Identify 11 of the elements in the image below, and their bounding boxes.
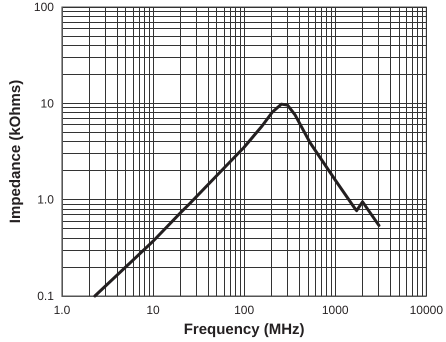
y-tick-label: 100 xyxy=(34,0,54,14)
x-tick-label: 10000 xyxy=(410,303,444,317)
x-axis-title: Frequency (MHz) xyxy=(184,321,305,338)
y-tick-label: 1.0 xyxy=(37,192,54,207)
x-tick-label: 100 xyxy=(234,303,254,317)
x-tick-label: 1.0 xyxy=(54,303,71,317)
y-tick-label: 10 xyxy=(40,96,54,110)
x-tick-label: 1000 xyxy=(322,303,349,317)
y-tick-label: 0.1 xyxy=(37,289,54,303)
y-axis-title: Impedance (kOhms) xyxy=(7,80,24,224)
x-tick-label: 10 xyxy=(146,303,160,317)
